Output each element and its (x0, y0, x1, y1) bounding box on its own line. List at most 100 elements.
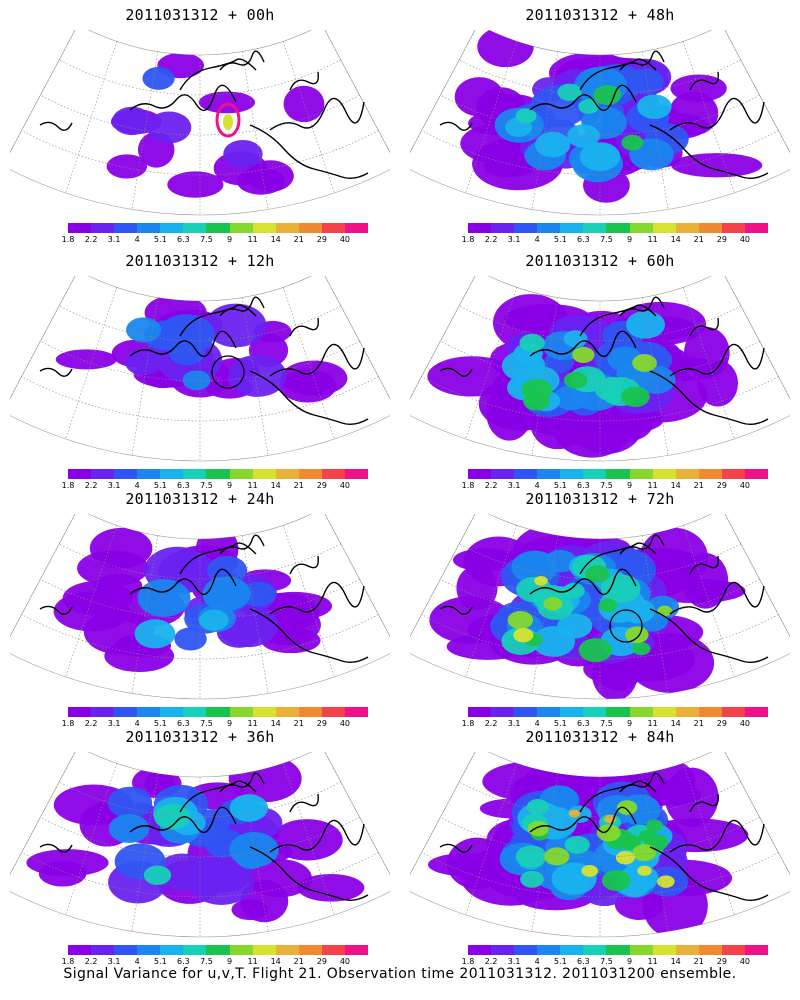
coastline (269, 97, 365, 131)
colorbar-label: 11 (247, 719, 258, 728)
colorbar-swatch (91, 945, 115, 955)
variance-blob (635, 365, 676, 394)
colorbar-label: 2.2 (484, 719, 498, 728)
colorbar-swatch (537, 945, 561, 955)
variance-blob (427, 356, 517, 397)
parallel (21, 614, 379, 660)
colorbar-swatch (275, 707, 299, 717)
colorbar-label: 2.2 (84, 235, 98, 244)
coastline (619, 296, 665, 317)
colorbar-label: 2.2 (84, 957, 98, 966)
high-variance-core (223, 114, 233, 130)
colorbar-label: 11 (647, 719, 658, 728)
coastline (669, 343, 765, 377)
coastline (649, 846, 769, 902)
colorbar-label: 6.3 (177, 719, 190, 728)
variance-blob (585, 565, 610, 583)
coastline (289, 71, 319, 91)
variance-blob (174, 627, 207, 651)
variance-blob (632, 642, 651, 656)
colorbar-label: 2.2 (84, 481, 98, 490)
colorbar (68, 223, 369, 233)
colorbar-swatch (298, 223, 322, 233)
colorbar-label: 14 (670, 481, 681, 490)
variance-blob (578, 638, 613, 663)
variance-blob (126, 317, 162, 343)
parallel (59, 543, 341, 580)
coastline (669, 581, 765, 615)
coastline (289, 793, 319, 813)
meridian (465, 41, 518, 194)
colorbar-label: 21 (693, 481, 704, 490)
variance-blob (637, 94, 672, 120)
variance-blob (228, 755, 302, 803)
colorbar-labels: 1.8 2.2 3.1 4 5.1 6.3 7.5 9 11 14 21 29 40 (62, 719, 368, 729)
variance-blob (657, 875, 675, 888)
colorbar-swatch (468, 707, 492, 717)
coastline (39, 121, 73, 131)
colorbar-swatch (675, 469, 699, 479)
colorbar-label: 29 (716, 957, 727, 966)
coastline (689, 793, 719, 813)
colorbar-swatch (183, 223, 207, 233)
colorbar-swatch (537, 707, 561, 717)
colorbar-swatch (583, 469, 607, 479)
parallel (421, 852, 779, 898)
colorbar-swatch (68, 469, 92, 479)
colorbar-label: 11 (647, 235, 658, 244)
variance-blob (94, 573, 143, 598)
panel-72h: 2011031312 + 72h 1.8 2.2 3.1 4 5.1 6.3 7.5 9 11 1… (410, 484, 790, 729)
map-12h (10, 276, 390, 462)
colorbar-swatch (229, 707, 253, 717)
colorbar-swatch (468, 945, 492, 955)
variance-blob (182, 370, 211, 391)
colorbar-label: 5.1 (553, 957, 567, 966)
variance-blob (600, 574, 641, 603)
colorbar-swatch (275, 945, 299, 955)
variance-blob (158, 314, 215, 355)
colorbar-label: 21 (693, 719, 704, 728)
colorbar-swatch (491, 945, 515, 955)
colorbar-swatch (275, 223, 299, 233)
colorbar-label: 29 (716, 235, 727, 244)
colorbar-swatch (229, 945, 253, 955)
colorbar-swatch (583, 707, 607, 717)
meridian (410, 30, 476, 153)
coastline (219, 772, 265, 793)
colorbar-swatch (721, 223, 745, 233)
colorbar-label: 1.8 (461, 719, 475, 728)
meridian (131, 297, 159, 456)
parallel (59, 781, 341, 818)
map-48h (410, 30, 790, 216)
colorbar-label: 40 (739, 719, 751, 728)
coastline (39, 605, 73, 615)
colorbar-label: 9 (226, 719, 233, 728)
figure-caption: Signal Variance for u,v,T. Flight 21. Ob… (63, 966, 737, 982)
colorbar-label: 40 (339, 957, 351, 966)
colorbar-label: 7.5 (200, 957, 213, 966)
coastline (439, 121, 473, 131)
variance-blob (513, 628, 534, 643)
variance-blob (621, 134, 644, 151)
colorbar-swatch (160, 469, 184, 479)
colorbar-swatch (698, 945, 722, 955)
colorbar-label: 9 (226, 481, 233, 490)
meridian (410, 752, 476, 875)
panel-title: 2011031312 + 12h (125, 252, 275, 270)
colorbar-swatch (514, 469, 538, 479)
colorbar-labels: 1.8 2.2 3.1 4 5.1 6.3 7.5 9 11 14 21 29 40 (462, 957, 768, 967)
colorbar-label: 2.2 (484, 957, 498, 966)
panel-title: 2011031312 + 00h (125, 6, 275, 24)
parallel (459, 781, 741, 818)
colorbar-swatch (698, 707, 722, 717)
colorbar-swatch (137, 945, 161, 955)
colorbar-swatch (298, 707, 322, 717)
coastline (529, 84, 637, 112)
map-72h (410, 514, 790, 700)
panel-title: 2011031312 + 72h (525, 490, 675, 508)
colorbar-swatch (721, 469, 745, 479)
colorbar-label: 14 (270, 719, 281, 728)
colorbar-swatch (583, 223, 607, 233)
variance-field (427, 755, 749, 937)
colorbar-swatch (698, 469, 722, 479)
